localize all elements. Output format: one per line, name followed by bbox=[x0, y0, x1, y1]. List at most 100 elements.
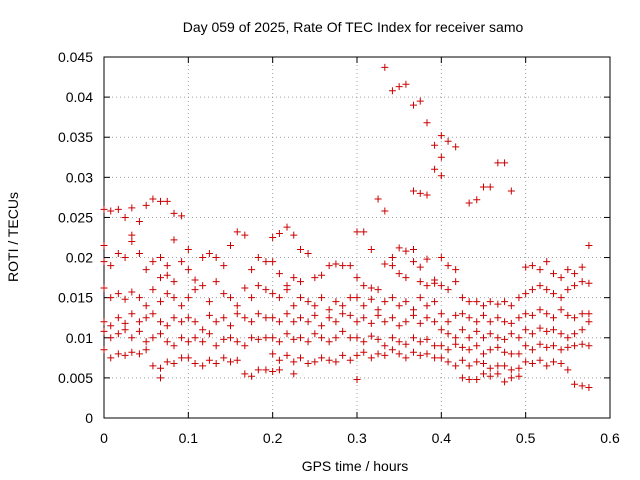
data-point bbox=[149, 334, 157, 342]
data-point bbox=[528, 262, 536, 270]
data-point bbox=[353, 228, 361, 236]
ticks-layer bbox=[103, 56, 611, 419]
data-point bbox=[199, 254, 207, 262]
data-point bbox=[325, 314, 333, 322]
data-point bbox=[494, 370, 502, 378]
data-point bbox=[494, 362, 502, 370]
data-point bbox=[494, 334, 502, 342]
data-point bbox=[452, 278, 460, 286]
data-point bbox=[311, 330, 319, 338]
data-point bbox=[212, 359, 220, 367]
data-point bbox=[480, 311, 487, 319]
data-point bbox=[269, 234, 277, 241]
data-point bbox=[114, 250, 122, 258]
data-point bbox=[296, 354, 304, 362]
data-point bbox=[248, 318, 256, 326]
data-point bbox=[402, 274, 410, 282]
data-point bbox=[507, 330, 515, 338]
data-point bbox=[283, 330, 291, 338]
data-point bbox=[549, 326, 557, 334]
data-point bbox=[395, 338, 403, 346]
data-point bbox=[473, 342, 481, 350]
data-point bbox=[184, 246, 192, 254]
data-point bbox=[564, 286, 572, 294]
data-point bbox=[585, 310, 593, 318]
data-point bbox=[157, 298, 165, 306]
data-point bbox=[388, 294, 396, 302]
data-point bbox=[254, 310, 262, 318]
data-point bbox=[248, 372, 256, 380]
data-point bbox=[135, 327, 143, 335]
data-point bbox=[241, 284, 249, 292]
data-point bbox=[157, 374, 165, 382]
data-point bbox=[395, 322, 403, 330]
data-point bbox=[170, 342, 178, 350]
data-point bbox=[501, 335, 509, 343]
data-point bbox=[507, 302, 515, 310]
data-point bbox=[304, 359, 312, 367]
data-point bbox=[374, 350, 382, 358]
data-point bbox=[423, 282, 431, 290]
data-point bbox=[296, 294, 304, 302]
data-point bbox=[528, 311, 536, 319]
data-point bbox=[431, 298, 439, 306]
data-point bbox=[578, 263, 586, 271]
y-tick-label: 0.04 bbox=[66, 89, 93, 105]
data-point bbox=[486, 183, 494, 191]
data-point bbox=[360, 228, 368, 236]
data-point bbox=[212, 278, 220, 286]
data-point bbox=[233, 228, 241, 236]
data-point bbox=[100, 318, 108, 326]
x-tick-label: 0 bbox=[100, 430, 108, 446]
data-point bbox=[170, 278, 178, 286]
data-point bbox=[135, 294, 143, 302]
data-point bbox=[121, 326, 129, 334]
data-point bbox=[549, 270, 557, 278]
data-point bbox=[437, 153, 445, 161]
data-point bbox=[452, 266, 460, 274]
x-tick-label: 0.3 bbox=[347, 430, 367, 446]
data-point bbox=[353, 334, 361, 342]
data-point bbox=[184, 354, 192, 362]
data-point bbox=[374, 311, 382, 319]
data-point bbox=[325, 306, 333, 314]
data-point bbox=[515, 314, 523, 322]
data-point bbox=[212, 342, 220, 350]
data-point bbox=[107, 207, 115, 215]
data-point bbox=[395, 244, 403, 252]
data-point bbox=[480, 302, 487, 310]
data-point bbox=[571, 330, 579, 338]
data-point bbox=[557, 346, 565, 354]
data-point bbox=[480, 183, 487, 191]
data-point bbox=[515, 364, 523, 372]
data-point bbox=[205, 298, 213, 306]
data-point bbox=[388, 314, 396, 322]
data-point bbox=[275, 270, 283, 278]
data-point bbox=[381, 298, 389, 306]
y-tick-labels: 0 0.005 0.01 0.015 0.02 0.025 0.03 0.035 0.04 0.0… bbox=[58, 49, 93, 426]
data-point bbox=[416, 278, 424, 286]
data-point bbox=[269, 334, 277, 342]
data-point bbox=[233, 356, 241, 364]
data-point bbox=[444, 286, 452, 294]
data-point bbox=[367, 354, 375, 362]
data-point bbox=[388, 254, 396, 262]
y-tick-label: 0.02 bbox=[66, 250, 93, 266]
data-point bbox=[402, 247, 410, 255]
data-point bbox=[128, 204, 136, 212]
data-point bbox=[227, 358, 234, 366]
data-point bbox=[543, 343, 551, 351]
data-point bbox=[262, 258, 270, 266]
data-point bbox=[142, 314, 150, 322]
data-point bbox=[170, 314, 178, 322]
data-point bbox=[269, 258, 277, 266]
data-point bbox=[367, 319, 375, 327]
data-point bbox=[135, 217, 143, 225]
data-point bbox=[121, 295, 129, 303]
data-point bbox=[296, 278, 304, 286]
data-point bbox=[522, 263, 530, 271]
data-point bbox=[557, 359, 565, 367]
data-point bbox=[233, 302, 241, 310]
data-point bbox=[128, 348, 136, 356]
data-point bbox=[254, 366, 262, 374]
